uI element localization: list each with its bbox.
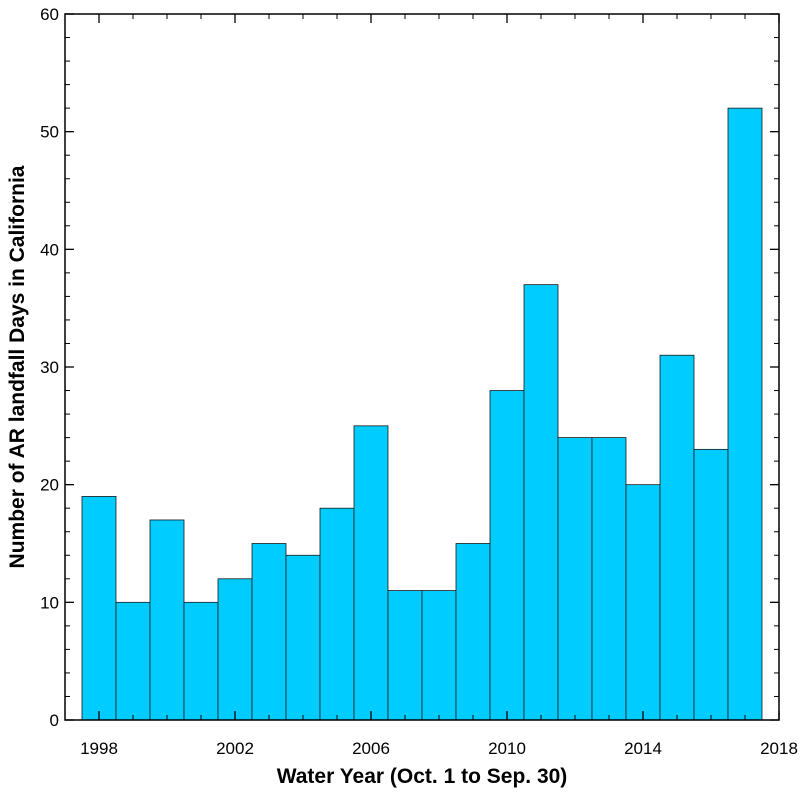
bar-2002 [217, 578, 253, 721]
y-tick-label: 40 [40, 240, 59, 259]
bar-2004 [285, 554, 321, 721]
x-tick-label: 2018 [760, 739, 798, 758]
bar-2012 [557, 437, 593, 721]
x-tick-label: 1998 [80, 739, 118, 758]
bar-2001 [183, 601, 219, 721]
bar-2013 [591, 437, 627, 721]
x-tick-label: 2014 [624, 739, 662, 758]
y-tick-label: 50 [40, 123, 59, 142]
plot-frame [64, 13, 780, 721]
bar-2010 [489, 390, 525, 721]
bar-2017 [727, 107, 763, 721]
y-axis-title: Number of AR landfall Days in California [6, 165, 29, 568]
bar-2003 [251, 543, 287, 721]
y-tick-label: 20 [40, 476, 59, 495]
bar-2008 [421, 590, 457, 721]
bar-2005 [319, 507, 355, 721]
y-tick-labels: 0 10 20 30 40 50 60 [40, 5, 59, 730]
bar-2011 [523, 284, 559, 721]
bar-2009 [455, 543, 491, 721]
bar-2016 [693, 448, 729, 721]
y-tick-label: 10 [40, 593, 59, 612]
x-tick-label: 2010 [488, 739, 526, 758]
bar-2007 [387, 590, 423, 721]
bar-2015 [659, 354, 695, 721]
bar-2000 [149, 519, 185, 721]
y-tick-label: 0 [50, 711, 59, 730]
bar-2014 [625, 484, 661, 721]
bar-1998 [81, 496, 117, 721]
x-tick-label: 2006 [352, 739, 390, 758]
bar-1999 [115, 601, 151, 721]
bar-2006 [353, 425, 389, 721]
x-tick-label: 2002 [216, 739, 254, 758]
x-axis-title: Water Year (Oct. 1 to Sep. 30) [277, 765, 568, 788]
x-tick-labels: 1998 2002 2006 2010 2014 2018 [80, 739, 798, 758]
bars [81, 107, 763, 721]
y-tick-label: 30 [40, 358, 59, 377]
y-tick-label: 60 [40, 5, 59, 24]
